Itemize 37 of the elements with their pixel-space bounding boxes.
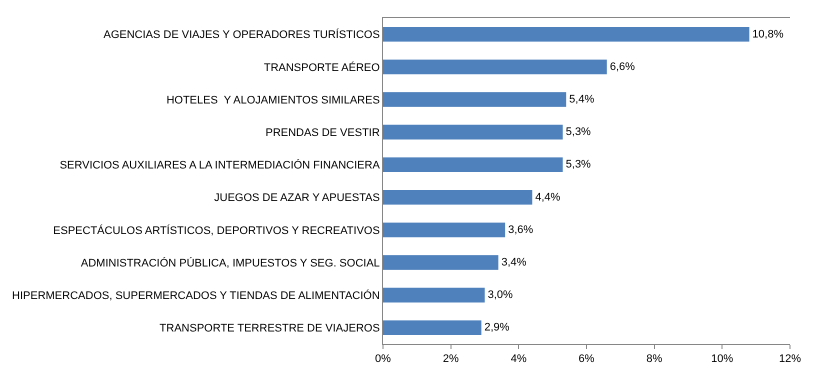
x-tick-label: 10% — [711, 353, 734, 366]
data-label: 2,9% — [484, 322, 510, 334]
data-label: 10,8% — [752, 28, 784, 40]
bar — [383, 320, 482, 336]
bar — [383, 190, 532, 205]
bar — [383, 288, 485, 302]
data-label: 3,0% — [488, 289, 514, 302]
data-label: 3,4% — [501, 256, 527, 269]
y-tick-label: PRENDAS DE VESTIR — [265, 126, 380, 139]
data-label: 5,4% — [569, 94, 594, 106]
y-tick-label: TRANSPORTE TERRESTRE DE VIAJEROS — [160, 322, 380, 335]
data-label: 5,3% — [566, 158, 592, 171]
data-label: 5,3% — [566, 126, 592, 138]
x-tick-label: 8% — [646, 353, 662, 366]
bar — [383, 92, 566, 107]
x-tick-label: 12% — [778, 353, 802, 366]
y-tick-label: AGENCIAS DE VIAJES Y OPERADORES TURÍSTICOS — [104, 28, 380, 42]
bar — [383, 124, 563, 140]
y-tick-label: TRANSPORTE AÉREO — [264, 60, 380, 74]
bar — [383, 60, 607, 74]
y-tick-label: ADMINISTRACIÓN PÚBLICA, IMPUESTOS Y SEG. SOCIAL — [80, 256, 380, 270]
x-tick-label: 2% — [442, 353, 459, 366]
bar — [383, 157, 563, 172]
bar — [383, 255, 498, 270]
x-tick-label: 4% — [510, 353, 527, 366]
y-tick-label: HIPERMERCADOS, SUPERMERCADOS Y TIENDAS DE ALIMENTACIÓN — [12, 288, 380, 302]
data-label: 6,6% — [610, 60, 636, 73]
data-label: 4,4% — [535, 191, 561, 204]
x-tick-label: 0% — [375, 353, 392, 366]
data-label: 3,6% — [508, 224, 534, 236]
bar — [383, 222, 506, 238]
y-tick-label: JUEGOS DE AZAR Y APUESTAS — [214, 192, 380, 204]
y-tick-label: ESPECTÁCULOS ARTÍSTICOS, DEPORTIVOS Y RECREATIVOS — [53, 224, 380, 237]
bar — [383, 26, 750, 42]
y-tick-label: HOTELES Y ALOJAMIENTOS SIMILARES — [166, 94, 380, 106]
y-tick-label: SERVICIOS AUXILIARES A LA INTERMEDIACIÓN FINANCIERA — [60, 158, 380, 172]
x-tick-label: 6% — [578, 353, 595, 366]
